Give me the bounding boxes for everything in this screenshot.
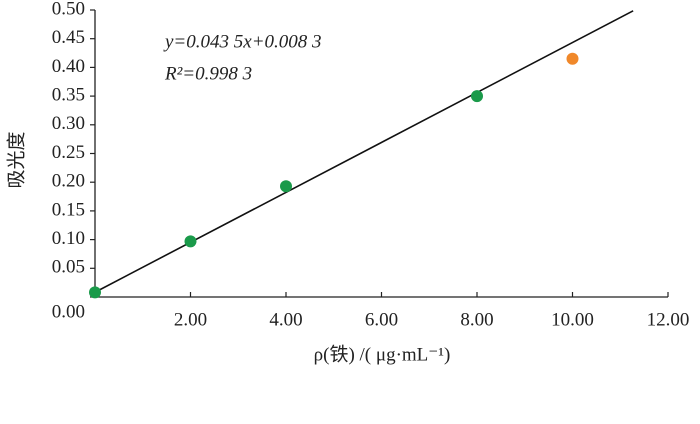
point [566, 52, 579, 65]
y-tick-label: 0.45 [52, 27, 85, 48]
y-tick-label: 0.40 [52, 56, 85, 77]
y-tick-label: 0.05 [52, 257, 85, 278]
equation: y=0.043 5x+0.008 3 [163, 31, 322, 52]
x-tick-label: 12.00 [647, 309, 690, 330]
y-tick-label: 0.15 [52, 199, 85, 220]
point [471, 90, 483, 103]
x-tick-label: 8.00 [460, 309, 493, 330]
y-tick-label: 0.20 [52, 171, 85, 192]
y-axis-label: 吸光度 [5, 131, 27, 188]
x-tick-label: 10.00 [551, 309, 594, 330]
y-tick-label: 0.00 [52, 301, 85, 322]
point [89, 286, 101, 299]
x-tick-label: 4.00 [269, 309, 302, 330]
y-tick-label: 0.10 [52, 228, 85, 249]
x-tick-label: 6.00 [365, 309, 398, 330]
y-tick-label: 0.25 [52, 142, 85, 163]
x-axis-label: ρ(铁) /( μg·mL⁻¹) [314, 343, 451, 365]
point [280, 180, 292, 193]
r-squared: R²=0.998 3 [164, 63, 252, 84]
x-tick-label: 2.00 [174, 309, 207, 330]
y-tick-label: 0.50 [52, 0, 85, 19]
y-tick-label: 0.30 [52, 113, 85, 134]
point [184, 235, 197, 248]
fit-line [94, 10, 634, 293]
y-tick-label: 0.35 [52, 84, 85, 105]
